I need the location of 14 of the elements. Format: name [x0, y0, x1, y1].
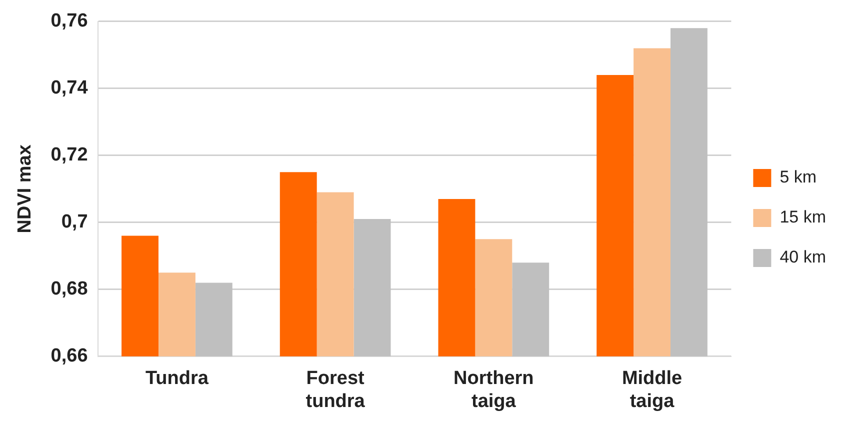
- legend-label: 5 km: [780, 168, 817, 187]
- x-tick-label: Forest tundra: [306, 368, 366, 412]
- y-tick-label: 0,76: [50, 10, 88, 32]
- y-tick-label: 0,68: [50, 278, 88, 300]
- y-axis-title: NDVI max: [14, 144, 36, 234]
- y-tick-label: 0,7: [61, 212, 88, 233]
- x-tick-label: Middle taiga: [622, 368, 682, 412]
- legend-label: 15 km: [780, 208, 826, 227]
- y-tick-label: 0,74: [50, 78, 88, 99]
- y-tick-label: 0,66: [50, 346, 88, 367]
- x-tick-label: Tundra: [145, 368, 209, 390]
- x-tick-label: Northern taiga: [454, 368, 534, 412]
- legend-label: 40 km: [780, 248, 826, 267]
- y-tick-label: 0,72: [50, 144, 88, 166]
